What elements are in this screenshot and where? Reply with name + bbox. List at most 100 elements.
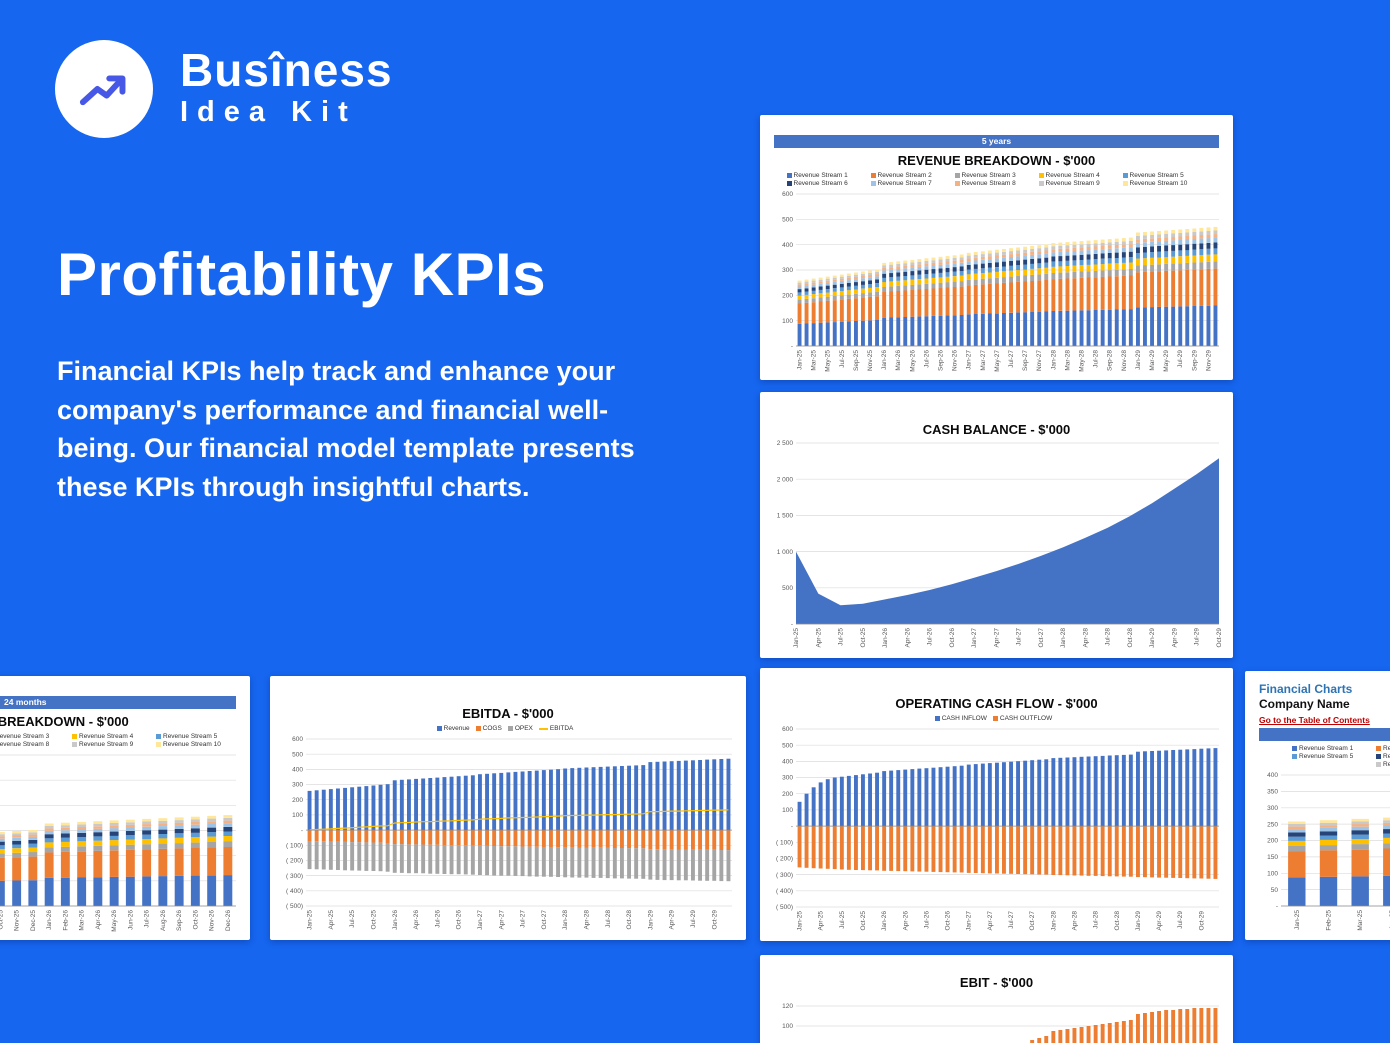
cash-balance-chart: 2 500 2 000 1 500 1 000 500 - Jan-25 Apr-25 Jul-…: [766, 437, 1227, 652]
legend-item: Revenue Stream 10: [156, 741, 240, 748]
brand-name-line1: Busîness: [180, 44, 393, 96]
svg-text:Jan-27: Jan-27: [477, 910, 484, 930]
svg-text:350: 350: [1267, 789, 1278, 796]
svg-text:Oct-29: Oct-29: [1216, 628, 1223, 648]
svg-text:120: 120: [782, 1003, 793, 1010]
svg-text:Apr-28: Apr-28: [1082, 628, 1089, 648]
svg-text:2 000: 2 000: [777, 476, 794, 483]
legend-marker: [1376, 754, 1381, 759]
svg-text:Jan-26: Jan-26: [46, 910, 53, 930]
brand-logo: [55, 40, 153, 138]
svg-text:Apr-26: Apr-26: [904, 628, 911, 648]
svg-text:400: 400: [782, 759, 793, 766]
svg-text:( 200): ( 200): [776, 856, 793, 863]
legend-item: EBITDA: [538, 725, 573, 732]
toc-header: Financial Charts Company Name Go to the …: [1251, 677, 1390, 728]
svg-text:Oct-26: Oct-26: [456, 910, 463, 930]
svg-text:May-29: May-29: [1163, 350, 1170, 372]
svg-text:Mar-28: Mar-28: [1064, 350, 1071, 371]
svg-text:100: 100: [782, 807, 793, 814]
svg-text:Jul-26: Jul-26: [434, 910, 441, 928]
legend-item: Revenue Stream 6: [1376, 753, 1390, 760]
page-description: Financial KPIs help track and enhance yo…: [57, 356, 635, 502]
trending-up-arrow-icon: [79, 75, 126, 106]
svg-text:Jul-26: Jul-26: [927, 628, 934, 646]
svg-text:Jan-28: Jan-28: [1050, 911, 1057, 931]
legend-marker: [1376, 762, 1381, 767]
svg-text:Jul-28: Jul-28: [605, 910, 612, 928]
legend-marker: [475, 726, 481, 731]
svg-text:-: -: [301, 827, 303, 834]
svg-text:Jun-26: Jun-26: [127, 910, 134, 930]
ebit-chart: 12010080604020-( 20)( 40)( 60)Jan-25Apr-…: [766, 990, 1227, 1043]
svg-text:500: 500: [292, 751, 303, 758]
svg-text:100: 100: [782, 318, 793, 325]
svg-text:Jan-29: Jan-29: [647, 910, 654, 930]
svg-text:Oct-26: Oct-26: [949, 628, 956, 648]
legend-marker: [954, 173, 960, 178]
legend-marker: [1292, 754, 1297, 759]
svg-text:( 500): ( 500): [286, 903, 303, 910]
legend-item: Revenue Stream 7: [870, 180, 955, 187]
legend-marker: [507, 726, 513, 731]
legend-item: Revenue Stream 2: [1376, 745, 1390, 752]
chart-title: EBITDA - $'000: [462, 706, 554, 721]
legend-marker: [954, 181, 960, 186]
svg-text:( 300): ( 300): [776, 872, 793, 879]
legend-marker: [72, 742, 77, 747]
svg-text:Mar-25: Mar-25: [1357, 910, 1364, 931]
svg-text:Jan-25: Jan-25: [1294, 910, 1301, 930]
svg-text:Jan-25: Jan-25: [793, 628, 800, 648]
svg-text:Oct-27: Oct-27: [541, 910, 548, 930]
legend-item: Revenue Stream 5: [1122, 172, 1207, 179]
svg-text:May-26: May-26: [909, 350, 916, 372]
svg-text:Jul-28: Jul-28: [1105, 628, 1112, 646]
chart-legend: CASH INFLOW CASH OUTFLOW: [766, 715, 1227, 723]
svg-text:Apr-26: Apr-26: [902, 911, 909, 931]
svg-text:Dec-26: Dec-26: [225, 910, 232, 931]
svg-text:Mar-25: Mar-25: [811, 350, 818, 371]
brand-name: Busîness Idea Kit: [180, 46, 393, 129]
legend-item: Revenue Stream 3: [954, 172, 1039, 179]
legend-marker: [870, 181, 876, 186]
legend-marker: [436, 726, 442, 731]
svg-text:Jul-28: Jul-28: [1093, 911, 1100, 929]
svg-text:Jan-25: Jan-25: [797, 350, 804, 370]
svg-text:Jan-27: Jan-27: [971, 628, 978, 648]
legend-item: Revenue Stream 9: [72, 741, 156, 748]
ebitda-card: EBITDA - $'000 Revenue COGS OPEX EBITDA 600…: [270, 676, 746, 940]
svg-text:Jul-27: Jul-27: [1016, 628, 1023, 646]
legend-marker: [934, 716, 940, 721]
svg-text:200: 200: [782, 791, 793, 798]
chart-legend: Revenue COGS OPEX EBITDA: [276, 725, 740, 733]
svg-text:( 500): ( 500): [776, 904, 793, 911]
svg-text:Jan-26: Jan-26: [881, 350, 888, 370]
svg-text:400: 400: [782, 242, 793, 249]
legend-item: Revenue Stream 1: [786, 172, 871, 179]
svg-text:Oct-28: Oct-28: [1114, 911, 1121, 931]
svg-text:100: 100: [782, 1023, 793, 1030]
legend-marker: [156, 742, 161, 747]
svg-text:Jul-25: Jul-25: [839, 911, 846, 929]
ebit-card: EBIT - $'000 12010080604020-( 20)( 40)( …: [760, 955, 1233, 1043]
financial-charts-toc-card: Financial Charts Company Name Go to the …: [1245, 671, 1390, 940]
svg-text:Apr-25: Apr-25: [815, 628, 822, 648]
svg-text:500: 500: [782, 585, 793, 592]
table-of-contents-link[interactable]: Go to the Table of Contents: [1259, 715, 1370, 725]
svg-text:600: 600: [292, 736, 303, 743]
svg-text:Jul-26: Jul-26: [923, 911, 930, 929]
legend-item: Revenue Stream 9: [1376, 761, 1390, 768]
svg-text:Oct-26: Oct-26: [945, 911, 952, 931]
svg-text:Nov-25: Nov-25: [867, 350, 874, 371]
legend-item: Revenue Stream 3: [0, 733, 50, 740]
operating-cash-flow-card: OPERATING CASH FLOW - $'000 CASH INFLOW C…: [760, 668, 1233, 941]
svg-text:Jul-25: Jul-25: [349, 910, 356, 928]
legend-item: Revenue Stream 9: [1038, 180, 1123, 187]
legend-item: COGS: [475, 725, 502, 732]
svg-text:Jan-28: Jan-28: [562, 910, 569, 930]
legend-item: Revenue Stream 5: [156, 733, 240, 740]
